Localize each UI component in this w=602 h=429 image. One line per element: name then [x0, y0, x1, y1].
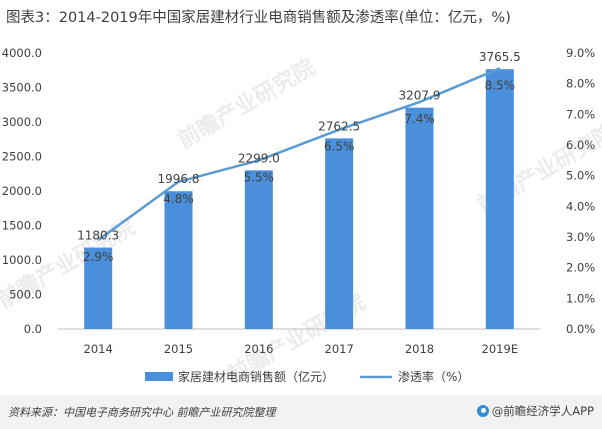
y-right-tick-label: 9.0% [566, 46, 595, 60]
bar-2018 [405, 107, 434, 329]
y-right-tick-label: 8.0% [566, 77, 595, 91]
legend-line-label: 渗透率（%） [398, 369, 469, 384]
rate-value-label: 4.8% [163, 192, 194, 206]
bar-2015 [164, 191, 193, 329]
chart-title: 图表3：2014-2019年中国家居建材行业电商销售额及渗透率(单位：亿元，%) [6, 10, 511, 26]
bar-value-label: 1180.3 [77, 229, 119, 243]
source-note: 资料来源：中国电子商务研究中心 前瞻产业研究院整理 [8, 406, 276, 419]
brand-text: @前瞻经济学人APP [491, 404, 594, 418]
y-left-tick-label: 500.0 [9, 288, 42, 302]
y-right-tick-label: 1.0% [566, 291, 595, 305]
x-tick-label: 2014 [84, 342, 113, 356]
y-left-tick-label: 3000.0 [2, 115, 42, 129]
chart-area: 前瞻产业研究院前瞻产业研究院前瞻产业研究院前瞻产业研究院0.0500.01000… [0, 46, 602, 389]
bar-value-label: 3207.9 [399, 89, 441, 103]
x-tick-label: 2018 [405, 342, 434, 356]
bar-value-label: 2299.0 [238, 151, 280, 165]
legend-bar-swatch [145, 372, 173, 381]
x-tick-label: 2019E [482, 342, 519, 356]
x-tick-label: 2017 [325, 342, 354, 356]
x-tick-label: 2016 [244, 342, 273, 356]
y-left-tick-label: 1000.0 [2, 253, 42, 267]
y-right-tick-label: 4.0% [566, 199, 595, 213]
y-right-tick-label: 0.0% [566, 322, 595, 336]
watermark-text: 前瞻产业研究院 [173, 54, 319, 154]
rate-value-label: 8.5% [485, 78, 516, 92]
bar-value-label: 1996.8 [158, 172, 200, 186]
legend-bar-label: 家居建材电商销售额（亿元） [178, 369, 334, 384]
y-left-tick-label: 1500.0 [2, 219, 42, 233]
y-right-tick-label: 3.0% [566, 230, 595, 244]
rate-value-label: 5.5% [244, 170, 275, 184]
bar-2019E [485, 69, 514, 330]
bar-2017 [325, 138, 354, 329]
brand-credit: @前瞻经济学人APP [476, 403, 594, 419]
rate-value-label: 7.4% [404, 112, 435, 126]
y-left-tick-label: 2500.0 [2, 150, 42, 164]
bar-2016 [244, 170, 273, 329]
x-tick-label: 2015 [164, 342, 193, 356]
rate-value-label: 6.5% [324, 140, 355, 154]
y-right-tick-label: 6.0% [566, 138, 595, 152]
bar-value-label: 2762.5 [318, 119, 360, 133]
y-left-tick-label: 3500.0 [2, 81, 42, 95]
y-right-tick-label: 5.0% [566, 169, 595, 183]
rate-value-label: 2.9% [83, 250, 114, 264]
y-right-tick-label: 2.0% [566, 261, 595, 275]
footer: 资料来源：中国电子商务研究中心 前瞻产业研究院整理 @前瞻经济学人APP [0, 395, 602, 429]
y-left-tick-label: 4000.0 [2, 46, 42, 60]
y-left-tick-label: 2000.0 [2, 184, 42, 198]
bar-value-label: 3765.5 [479, 50, 521, 64]
penetration-rate-line [97, 67, 501, 242]
y-right-tick-label: 7.0% [566, 107, 595, 121]
bar-2014 [84, 247, 113, 329]
qianzhan-logo-icon [476, 405, 489, 417]
y-left-tick-label: 0.0 [24, 322, 42, 336]
